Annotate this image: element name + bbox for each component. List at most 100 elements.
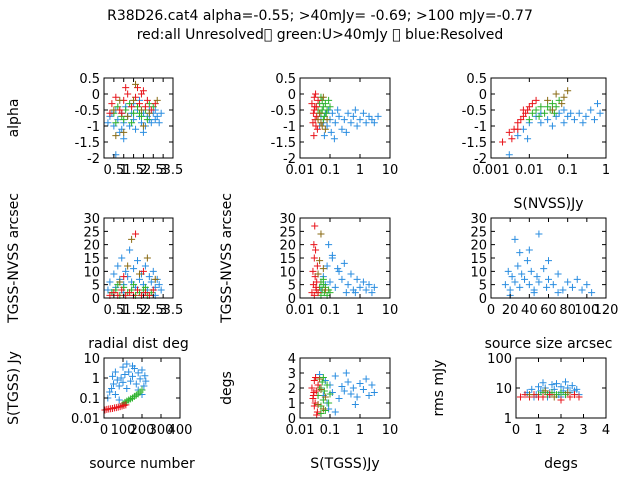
data-point: [112, 93, 120, 101]
data-point: [136, 375, 144, 383]
data-point: [153, 96, 161, 104]
y-tick-label: 1: [92, 372, 100, 387]
data-point: [126, 246, 134, 254]
data-point: [143, 254, 151, 262]
data-point: [351, 289, 359, 297]
data-point: [141, 289, 149, 297]
data-point: [525, 281, 533, 289]
data-point: [349, 112, 357, 120]
data-point: [316, 257, 324, 265]
data-point: [143, 96, 151, 104]
data-point: [537, 103, 545, 111]
x-tick-label: 1: [356, 303, 364, 318]
x-tick-label: 2: [139, 303, 147, 318]
data-point: [115, 396, 123, 404]
y-tick-label: 10: [83, 352, 100, 367]
data-point: [311, 399, 319, 407]
x-tick-label: 0.01: [515, 163, 544, 178]
x-tick-label: 400: [168, 423, 193, 438]
data-point: [560, 119, 568, 127]
data-point: [596, 109, 604, 117]
x-tick-label: 0.1: [320, 423, 341, 438]
data-point: [113, 376, 121, 384]
data-point: [112, 132, 120, 140]
data-point: [135, 270, 143, 278]
data-point: [368, 289, 376, 297]
y-tick-label: 20: [470, 239, 487, 254]
data-point: [353, 393, 361, 401]
data-point: [323, 262, 331, 270]
data-point: [338, 125, 346, 133]
x-tick-label: 1: [120, 163, 128, 178]
y-tick-label: 25: [279, 225, 296, 240]
x-tick-label: 300: [149, 423, 174, 438]
data-point: [309, 395, 317, 402]
y-tick-label: 25: [470, 225, 487, 240]
figure-title: R38D26.cat4 alpha=-0.55; >40mJy= -0.69; …: [107, 8, 533, 24]
y-tick-label: -2: [474, 152, 487, 167]
data-point: [331, 119, 339, 127]
data-point: [142, 377, 150, 385]
data-point: [365, 281, 373, 289]
x-tick-label: 0.1: [557, 163, 578, 178]
data-point: [135, 100, 143, 108]
data-point: [312, 90, 320, 98]
panel-6-points: [501, 230, 596, 299]
data-point: [155, 119, 163, 127]
data-point: [126, 289, 134, 297]
data-point: [321, 286, 329, 294]
data-point: [122, 267, 130, 275]
data-point: [575, 393, 583, 401]
data-point: [327, 128, 335, 136]
data-point: [516, 283, 524, 291]
data-point: [560, 106, 568, 114]
y-axis-label: rms mJy: [431, 360, 447, 417]
data-point: [575, 109, 583, 117]
data-point: [122, 401, 130, 409]
y-tick-label: 0: [288, 88, 296, 103]
data-point: [353, 122, 361, 130]
data-point: [310, 402, 318, 410]
data-point: [539, 379, 547, 387]
data-point: [548, 100, 556, 108]
data-point: [370, 283, 378, 291]
data-point: [564, 112, 572, 120]
y-tick-label: 5: [288, 279, 296, 294]
data-point: [132, 125, 140, 133]
y-tick-label: 0.5: [466, 72, 487, 87]
data-point: [568, 283, 576, 291]
plot-frame: [490, 77, 607, 159]
data-point: [370, 119, 378, 127]
data-point: [365, 112, 373, 120]
data-point: [312, 246, 320, 254]
data-point: [320, 132, 328, 140]
data-point: [508, 273, 516, 281]
data-point: [313, 411, 321, 419]
x-axis-label: degs: [544, 456, 578, 472]
y-axis-label: alpha: [6, 99, 22, 138]
x-axis-label: radial dist deg: [88, 336, 188, 352]
data-point: [114, 262, 122, 270]
panel-7-points: [101, 360, 150, 414]
data-point: [564, 87, 572, 95]
data-point: [527, 267, 535, 275]
data-point: [317, 230, 325, 238]
data-point: [328, 109, 336, 117]
y-tick-label: 15: [279, 252, 296, 267]
x-tick-label: 10: [382, 303, 399, 318]
data-point: [557, 389, 565, 397]
data-point: [317, 410, 325, 417]
data-point: [331, 372, 339, 380]
data-point: [147, 278, 155, 286]
data-point: [308, 384, 316, 392]
data-point: [334, 106, 342, 114]
data-point: [533, 273, 541, 281]
data-point: [545, 257, 552, 265]
data-point: [374, 112, 382, 120]
data-point: [362, 119, 370, 127]
data-point: [516, 249, 524, 257]
data-point: [106, 388, 114, 396]
data-point: [359, 386, 367, 393]
data-point: [362, 375, 370, 383]
